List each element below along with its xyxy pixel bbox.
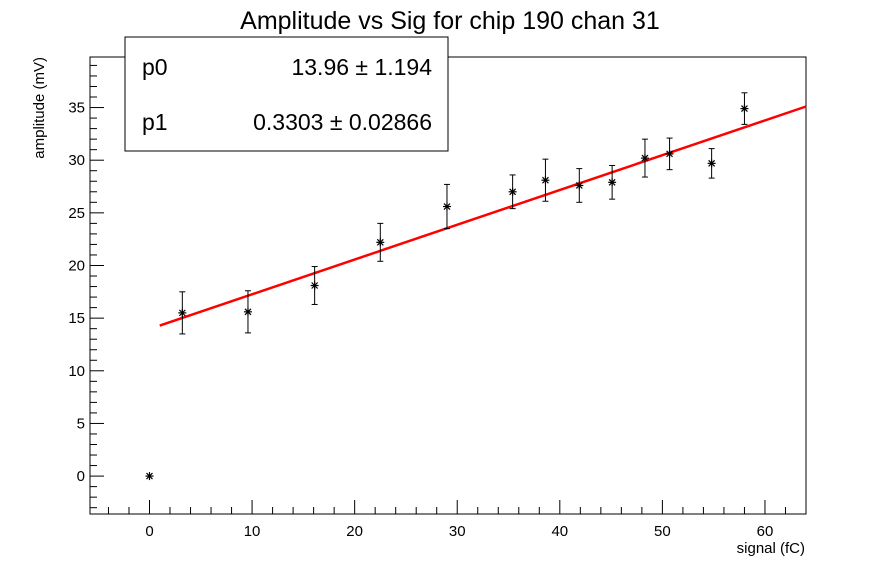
stats-p0-estimate: 13.96 [291, 54, 349, 80]
y-tick-label: 25 [68, 205, 85, 222]
fit-line [159, 105, 807, 327]
y-tick-label: 5 [77, 415, 85, 432]
marker-stroke [542, 176, 549, 184]
marker-stroke [311, 282, 319, 289]
y-tick-label: 20 [68, 257, 85, 274]
stats-p1-pm: ± [323, 109, 348, 135]
data-point [310, 266, 319, 305]
marker-stroke [741, 105, 748, 113]
x-tick-label: 10 [244, 523, 261, 540]
data-point [665, 137, 674, 171]
y-axis-label: amplitude (mV) [31, 57, 48, 159]
data-point [442, 183, 451, 230]
marker-stroke [146, 472, 153, 480]
y-tick-label: 0 [77, 468, 85, 485]
stats-p1-error: 0.02866 [349, 109, 432, 135]
marker-stroke [708, 159, 716, 167]
marker-stroke [509, 188, 517, 196]
data-points [145, 92, 749, 481]
x-tick-label: 60 [757, 523, 774, 540]
y-tick-label: 30 [68, 152, 85, 169]
data-point [376, 222, 385, 262]
x-tick-label: 40 [551, 523, 568, 540]
fit-layer [159, 105, 807, 327]
x-axis-label: signal (fC) [737, 540, 805, 557]
marker-stroke [244, 308, 252, 316]
stats-p0-error: 1.194 [374, 54, 432, 80]
marker-stroke [178, 309, 186, 317]
stats-p1-estimate: 0.3303 [253, 109, 323, 135]
axis-ticks [90, 64, 807, 514]
marker-stroke [666, 150, 673, 158]
marker-stroke [608, 178, 616, 186]
y-tick-label: 10 [68, 363, 85, 380]
fit-stats-box: p0 13.96 ± 1.194 p1 0.3303 ± 0.02866 [124, 36, 449, 152]
data-point [508, 174, 517, 210]
marker-stroke [443, 203, 451, 210]
chart-title: Amplitude vs Sig for chip 190 chan 31 [240, 7, 660, 35]
stats-p0-name: p0 [142, 54, 168, 80]
data-point [145, 472, 154, 481]
data-point [541, 158, 550, 202]
stats-box-frame [124, 36, 449, 152]
stats-p1-name: p1 [142, 109, 168, 135]
marker-stroke [376, 238, 384, 246]
data-point [575, 168, 584, 203]
data-point [243, 290, 252, 334]
x-tick-label: 50 [654, 523, 671, 540]
marker-stroke [641, 154, 649, 162]
marker-stroke [575, 182, 583, 189]
stats-p0-pm: ± [349, 54, 374, 80]
y-tick-label: 35 [68, 100, 85, 117]
data-point [640, 138, 649, 178]
x-tick-label: 0 [145, 523, 153, 540]
x-tick-label: 20 [346, 523, 363, 540]
data-point [707, 148, 716, 179]
data-point [608, 164, 617, 200]
stats-p1-value: 0.3303 ± 0.02866 [253, 109, 432, 135]
stats-p0-value: 13.96 ± 1.194 [291, 54, 432, 80]
x-tick-label: 30 [449, 523, 466, 540]
axis-tick-labels: 0 10 20 30 40 50 60 0 5 10 15 20 25 30 35 [68, 100, 773, 540]
data-point [178, 291, 187, 335]
y-tick-label: 15 [68, 310, 85, 327]
data-point [740, 92, 749, 125]
